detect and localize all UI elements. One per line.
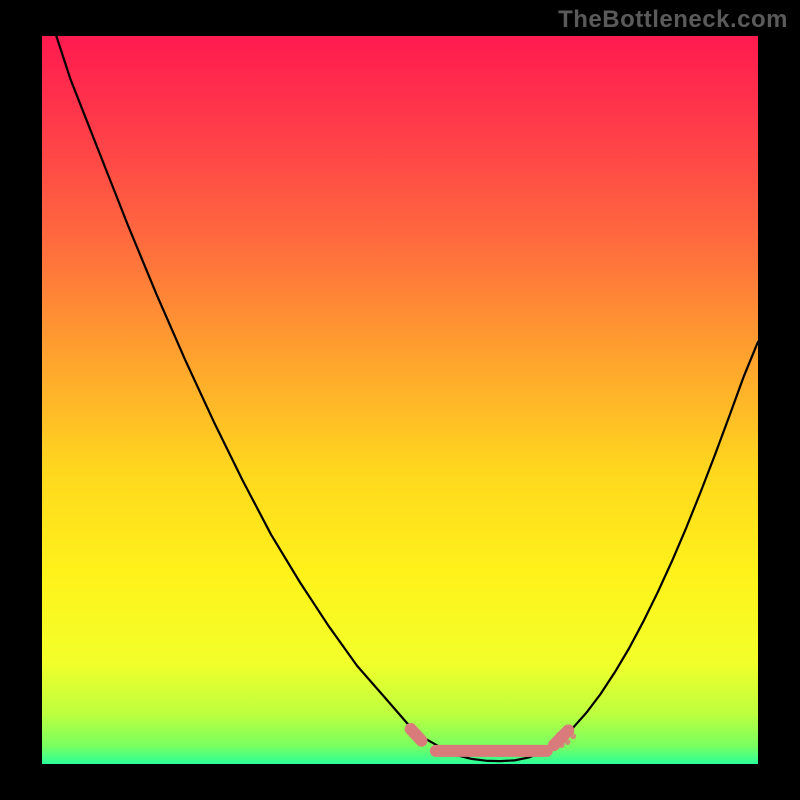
- chart-container: TheBottleneck.com: [0, 0, 800, 800]
- trough-speckle-dot: [570, 733, 576, 739]
- trough-speckle-dot: [568, 725, 574, 731]
- trough-speckle-dot: [559, 742, 565, 748]
- trough-speckle-dot: [565, 739, 571, 745]
- trough-marker-segment: [411, 729, 422, 741]
- bottleneck-curve-chart: [0, 0, 800, 800]
- trough-speckle-dot: [553, 738, 559, 744]
- watermark-text: TheBottleneck.com: [558, 6, 788, 34]
- trough-speckle-dot: [562, 729, 568, 735]
- plot-background: [42, 36, 758, 764]
- trough-speckle-dot: [556, 732, 562, 738]
